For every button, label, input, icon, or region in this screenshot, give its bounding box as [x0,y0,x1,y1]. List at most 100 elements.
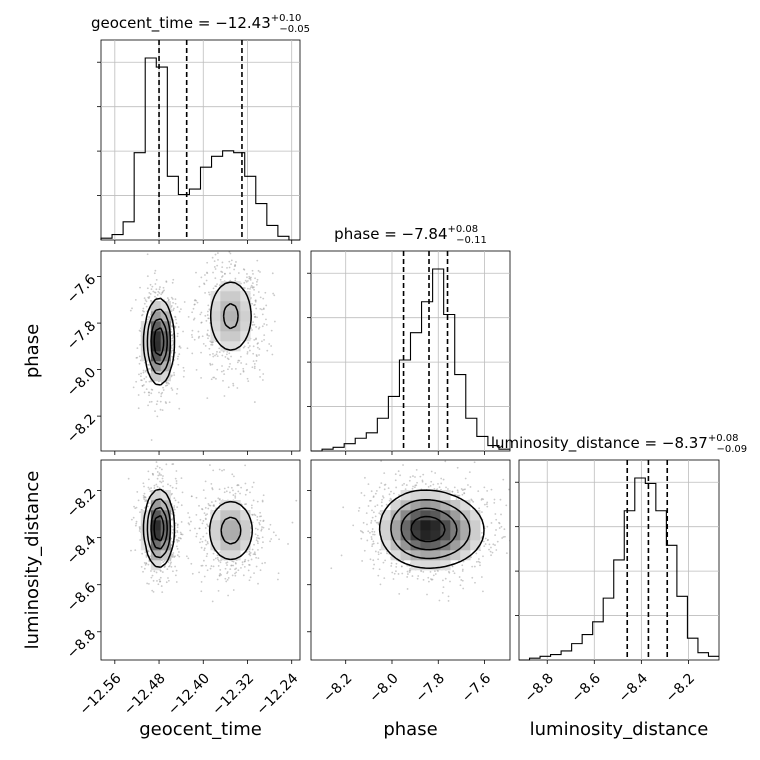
sample-point [163,560,166,562]
sample-point [357,510,360,512]
sample-point [416,577,419,580]
sample-point [555,511,557,513]
sample-point [499,498,502,501]
sample-point [147,478,150,481]
sample-point [176,332,179,335]
sample-point [452,570,455,573]
sample-point [141,552,144,555]
sample-point [258,521,261,524]
density-cell [150,510,161,521]
sample-point [156,471,159,473]
sample-point [372,533,374,536]
sample-point [372,496,375,499]
density-cell [400,530,411,541]
y-tick-label: −8.2 [64,411,99,446]
sample-point [199,313,202,316]
sample-point [143,492,146,495]
density-cell [160,530,171,541]
sample-point [173,506,175,509]
sample-point [243,345,246,348]
density-cell [150,371,161,382]
sample-point [262,541,264,544]
sample-point [144,551,147,554]
density-cell [150,490,161,501]
density-cell [450,540,461,551]
sample-point [232,494,235,496]
sample-point [212,287,215,290]
density-cell [160,371,171,382]
sample-point [495,518,498,521]
contour-line [142,281,252,386]
sample-point [214,557,217,560]
sample-point [249,278,252,281]
sample-point [374,515,377,518]
density-cell [440,500,451,511]
x-tick-label: −8.4 [616,670,651,705]
sample-point [259,296,262,299]
sample-point [412,485,414,488]
sample-point [176,506,179,508]
sample-point [127,477,130,480]
sample-point [217,559,220,562]
sample-point [458,576,461,578]
sample-point [191,311,194,314]
sample-point [260,308,263,311]
sample-point [167,561,170,563]
sample-point [219,243,221,245]
density-cell [210,291,221,302]
sample-point [371,530,374,533]
sample-point [264,561,266,564]
sample-point [214,277,217,280]
sample-point [485,503,488,506]
sample-point [145,305,148,308]
sample-point [422,578,425,581]
sample-point [175,482,178,485]
sample-point [261,546,263,549]
density-cell [210,301,221,312]
sample-point [131,307,133,310]
sample-point [217,497,220,500]
sample-point [478,507,481,510]
density-cell [430,520,441,531]
sample-point [258,368,261,371]
sample-point [268,343,271,345]
sample-point [170,561,172,564]
sample-point [234,572,236,575]
sample-point [273,320,276,323]
sample-point [173,556,176,558]
sample-point [218,502,221,505]
sample-point [252,481,255,484]
sample-point [147,404,149,407]
sample-point [383,484,386,486]
sample-point [406,570,409,573]
sample-point [159,408,162,411]
sample-point [212,552,215,555]
sample-point [371,543,374,546]
sample-point [268,528,270,530]
sample-point [224,567,227,570]
sample-point [148,488,151,490]
sample-point [372,567,375,570]
title-plus: +0.08 [448,224,479,235]
sample-point [483,503,486,506]
sample-point [218,351,221,353]
sample-point [153,570,156,573]
sample-point [374,492,377,495]
sample-point [172,552,175,554]
sample-point [175,470,178,472]
sample-point [257,542,259,545]
sample-point [152,590,155,593]
sample-point [493,501,496,504]
sample-point [248,553,251,555]
sample-point [265,323,268,326]
sample-point [158,292,161,294]
sample-point [153,272,156,275]
sample-point [371,545,374,548]
sample-point [463,492,466,494]
sample-point [155,403,158,406]
sample-point [210,378,213,381]
sample-point [489,550,492,553]
sample-point [205,555,208,558]
sample-point [227,368,229,371]
sample-point [161,571,164,573]
